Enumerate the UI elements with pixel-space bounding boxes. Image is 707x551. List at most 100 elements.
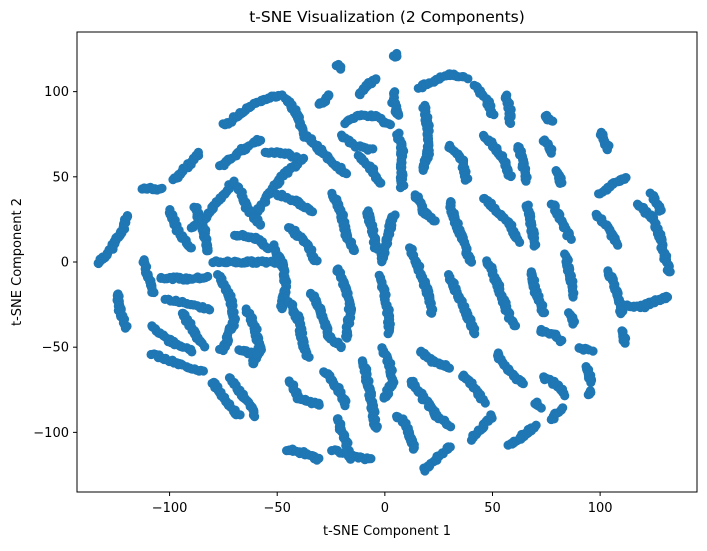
scatter-point: [336, 342, 346, 353]
scatter-point: [377, 256, 387, 266]
scatter-point: [120, 323, 130, 333]
x-tick-label: 100: [588, 501, 613, 516]
scatter-point: [460, 175, 470, 185]
scatter-point: [588, 346, 598, 356]
scatter-point: [203, 246, 213, 256]
scatter-point: [193, 147, 203, 157]
scatter-point: [555, 337, 565, 347]
scatter-point: [521, 176, 531, 186]
scatter-point: [314, 400, 324, 410]
x-tick-label: −100: [152, 501, 188, 516]
scatter-point: [480, 398, 490, 408]
scatter-point: [255, 220, 265, 230]
scatter-point: [186, 243, 196, 253]
scatter-point: [277, 303, 287, 313]
scatter-point: [392, 48, 402, 59]
scatter-point: [427, 308, 437, 318]
scatter-point: [506, 118, 516, 128]
scatter-point: [446, 422, 456, 432]
scatter-point: [368, 144, 378, 154]
scatter-point: [235, 410, 245, 420]
scatter-point: [466, 257, 477, 267]
scatter-point: [470, 329, 480, 339]
scatter-point: [205, 305, 215, 315]
scatter-point: [664, 267, 674, 277]
scatter-point: [568, 319, 578, 329]
y-tick-label: 50: [52, 170, 69, 185]
scatter-point: [620, 173, 630, 183]
scatter-points: [93, 48, 675, 476]
scatter-point: [203, 271, 213, 282]
scatter-point: [385, 120, 395, 130]
scatter-point: [463, 74, 473, 84]
scatter-point: [548, 116, 558, 126]
scatter-point: [602, 145, 613, 155]
scatter-point: [395, 183, 406, 193]
plot-frame: [76, 31, 698, 493]
scatter-point: [654, 206, 664, 216]
scatter-point: [560, 391, 570, 401]
scatter-point: [555, 178, 565, 188]
scatter-point: [418, 165, 428, 175]
scatter-point: [256, 135, 266, 145]
y-tick-label: −100: [33, 426, 69, 441]
scatter-point: [248, 358, 258, 369]
scatter-point: [187, 347, 197, 357]
scatter-point: [515, 237, 525, 247]
scatter-point: [531, 420, 541, 430]
scatter-point: [394, 110, 404, 120]
x-tick-label: 0: [381, 501, 389, 516]
scatter-point: [538, 308, 548, 318]
scatter-point: [585, 386, 596, 396]
scatter-point: [586, 377, 596, 388]
scatter-point: [157, 183, 167, 193]
scatter-point: [486, 410, 496, 420]
scatter-point: [506, 171, 516, 181]
scatter-point: [122, 211, 132, 221]
scatter-point: [340, 401, 350, 411]
scatter-point: [430, 216, 440, 226]
scatter-point: [568, 292, 578, 302]
scatter-point: [312, 256, 322, 266]
scatter-point: [340, 168, 350, 178]
x-tick-label: −50: [263, 501, 290, 516]
scatter-point: [371, 74, 381, 84]
scatter-point: [215, 344, 225, 354]
scatter-point: [518, 379, 528, 389]
scatter-point: [336, 64, 346, 74]
scatter-point: [566, 234, 576, 244]
scatter-point: [489, 110, 499, 120]
scatter-point: [324, 90, 334, 100]
scatter-point: [662, 292, 673, 302]
scatter-point: [445, 442, 455, 452]
scatter-point: [252, 349, 262, 359]
scatter-point: [620, 338, 630, 348]
scatter-point: [314, 453, 324, 463]
scatter-point: [546, 148, 556, 158]
scatter-point: [408, 444, 418, 454]
scatter-point: [444, 363, 454, 373]
y-tick-label: 0: [61, 256, 69, 271]
y-tick-label: 100: [44, 85, 69, 100]
scatter-point: [558, 403, 568, 413]
x-tick-label: 50: [484, 501, 501, 516]
scatter-point: [376, 178, 386, 188]
scatter-point: [307, 207, 318, 217]
scatter-point: [250, 412, 260, 422]
x-axis: −100 −50 0 50 100: [152, 492, 613, 516]
scatter-point: [529, 241, 539, 251]
scatter-point: [613, 240, 623, 250]
scatter-point: [198, 366, 208, 376]
scatter-point: [299, 153, 309, 163]
y-axis-label: t-SNE Component 2: [10, 198, 25, 326]
y-tick-label: −50: [42, 341, 69, 356]
chart-title: t-SNE Visualization (2 Components): [249, 8, 525, 26]
scatter-point: [616, 309, 626, 319]
scatter-point: [304, 352, 314, 362]
scatter-point: [366, 454, 376, 464]
scatter-point: [349, 245, 359, 256]
scatter-point: [510, 321, 521, 331]
scatter-point: [149, 287, 159, 298]
